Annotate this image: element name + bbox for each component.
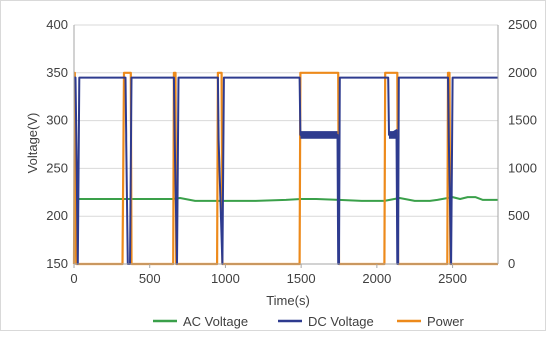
y2-tick-label: 1000 — [508, 160, 537, 175]
y2-tick-label: 0 — [508, 256, 515, 271]
y2-tick-label: 2000 — [508, 65, 537, 80]
x-axis-title: Time(s) — [266, 293, 310, 308]
dc-voltage-band — [300, 131, 338, 139]
grid-lines — [74, 24, 498, 265]
x-tick-label: 1000 — [211, 271, 240, 286]
y-axis-title: Voltage(V) — [25, 113, 40, 174]
y2-tick-label: 500 — [508, 208, 530, 223]
y-tick-label: 250 — [46, 160, 68, 175]
legend: AC Voltage DC Voltage Power — [153, 314, 465, 329]
x-tick-label: 0 — [70, 271, 77, 286]
y-tick-label: 200 — [46, 208, 68, 223]
dc-voltage-band — [388, 131, 397, 139]
axes: 150 200 250 300 350 400 0 500 1000 1500 2000 2500 0 5… — [46, 17, 537, 286]
y-tick-label: 400 — [46, 17, 68, 32]
y-tick-label: 150 — [46, 256, 68, 271]
y2-tick-label: 1500 — [508, 113, 537, 128]
x-tick-label: 1500 — [287, 271, 316, 286]
series-line-ac-voltage — [74, 196, 498, 202]
series-line-dc-voltage — [74, 76, 498, 265]
y2-tick-label: 2500 — [508, 17, 537, 32]
legend-label: AC Voltage — [183, 314, 248, 329]
y-tick-label: 350 — [46, 65, 68, 80]
x-tick-label: 2000 — [362, 271, 391, 286]
legend-label: Power — [427, 314, 465, 329]
y-tick-label: 300 — [46, 113, 68, 128]
x-tick-label: 500 — [139, 271, 161, 286]
legend-label: DC Voltage — [308, 314, 374, 329]
x-tick-label: 2500 — [438, 271, 467, 286]
